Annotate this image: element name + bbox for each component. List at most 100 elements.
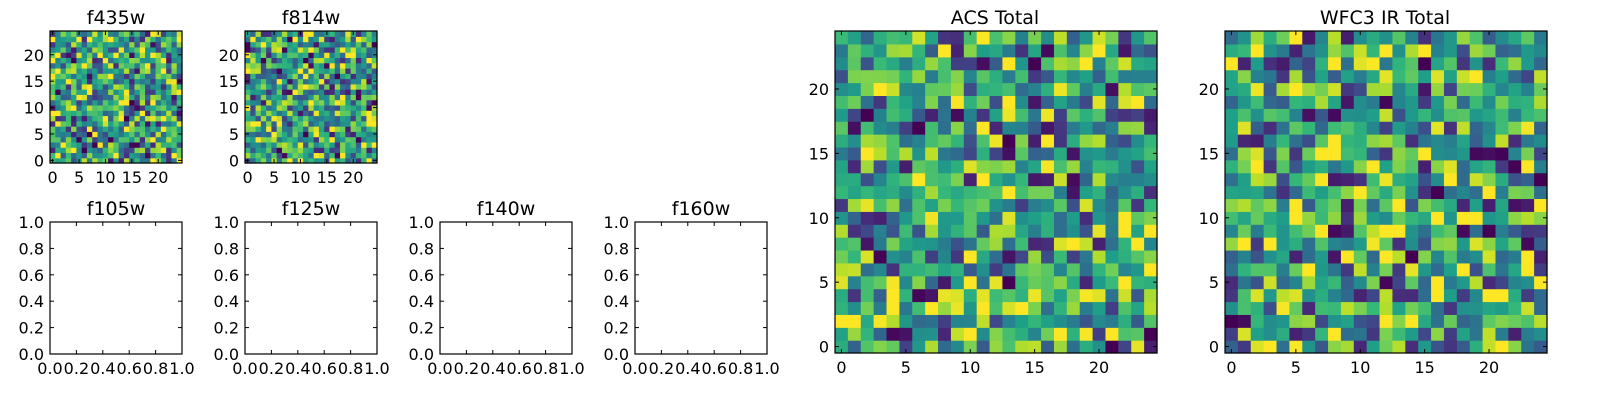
heatmap-cell: [292, 141, 299, 148]
heatmap-cell: [912, 43, 926, 58]
heatmap-cell: [1276, 31, 1290, 45]
heatmap-cell: [86, 31, 93, 37]
heatmap-cell: [260, 110, 267, 117]
heatmap-cell: [835, 172, 849, 187]
heatmap-cell: [139, 152, 146, 159]
heatmap-cell: [97, 152, 104, 159]
y-ticks: 0.00.20.40.60.81.0: [604, 213, 767, 364]
heatmap-cell: [1092, 108, 1107, 122]
heatmap-cell: [129, 57, 136, 64]
heatmap-cell: [1276, 340, 1290, 354]
heatmap-cell: [1469, 185, 1484, 200]
heatmap-cell: [81, 41, 88, 48]
heatmap-cell: [55, 141, 62, 148]
heatmap-cell: [92, 126, 99, 132]
heatmap-cell: [297, 110, 304, 117]
heatmap-cell: [292, 99, 299, 106]
heatmap-cell: [171, 136, 178, 143]
heatmap-cell: [171, 110, 178, 117]
heatmap-cell: [1250, 43, 1265, 58]
heatmap-cell: [329, 136, 336, 143]
heatmap-cell: [1508, 340, 1522, 354]
heatmap-cell: [1482, 69, 1497, 84]
heatmap-cell: [1276, 134, 1290, 148]
heatmap-cell: [60, 41, 67, 48]
heatmap-cell: [873, 301, 888, 315]
heatmap-cell: [97, 115, 104, 122]
heatmap-cell: [1443, 185, 1458, 200]
heatmap-cell: [55, 136, 62, 143]
heatmap-cell: [250, 41, 257, 48]
heatmap-cell: [1302, 198, 1316, 212]
heatmap-cell: [1144, 249, 1158, 264]
heatmap-cell: [1353, 134, 1368, 148]
heatmap-cell: [1328, 43, 1342, 58]
heatmap-cell: [1263, 121, 1278, 135]
heatmap-cell: [1092, 56, 1107, 71]
heatmap-cell: [873, 314, 888, 328]
heatmap-cell: [925, 224, 939, 238]
heatmap-cell: [925, 82, 939, 96]
heatmap-cell: [989, 262, 1004, 277]
heatmap-cell: [86, 110, 93, 117]
heatmap-cell: [1015, 288, 1029, 303]
heatmap-cell: [50, 136, 56, 143]
heatmap-cell: [873, 56, 888, 71]
heatmap-cell: [166, 89, 173, 95]
heatmap-cell: [1028, 314, 1042, 328]
heatmap-cell: [355, 136, 362, 143]
heatmap-cell: [938, 211, 952, 225]
heatmap-cell: [1237, 198, 1252, 212]
heatmap-cell: [118, 99, 125, 106]
heatmap-cell: [334, 141, 341, 148]
heatmap-cell: [92, 57, 99, 64]
heatmap-cell: [129, 46, 136, 53]
heatmap-cell: [245, 41, 251, 48]
heatmap-cell: [1015, 185, 1029, 200]
heatmap-cell: [55, 78, 62, 85]
y-tick-label: 1.0: [19, 213, 44, 232]
heatmap-cell: [166, 57, 173, 64]
heatmap-cell: [963, 262, 978, 277]
heatmap-cell: [1431, 262, 1445, 277]
heatmap-cell: [313, 67, 320, 74]
heatmap-cell: [1379, 224, 1394, 238]
heatmap-cell: [250, 136, 257, 143]
heatmap-cell: [847, 211, 862, 225]
heatmap-cell: [1225, 82, 1239, 96]
heatmap-cell: [1521, 69, 1535, 84]
heatmap-cell: [1456, 108, 1471, 122]
heatmap-cell: [350, 67, 357, 74]
heatmap-cell: [1118, 185, 1132, 200]
heatmap-cell: [361, 52, 368, 58]
heatmap-cell: [1276, 82, 1290, 96]
heatmap-cell: [92, 120, 99, 127]
x-tick-label: 20: [148, 168, 168, 187]
heatmap-cell: [938, 340, 952, 354]
heatmap-cell: [925, 301, 939, 315]
heatmap-cell: [1092, 301, 1107, 315]
heatmap-cell: [334, 136, 341, 143]
x-tick-label: 15: [1414, 358, 1434, 377]
heatmap-cell: [255, 78, 262, 85]
heatmap-cell: [989, 172, 1004, 187]
heatmap-cell: [873, 172, 888, 187]
heatmap-cell: [860, 198, 875, 212]
heatmap-cell: [255, 131, 262, 138]
heatmap-cell: [118, 57, 125, 64]
y-tick-label: 0.0: [214, 345, 239, 364]
heatmap-cell: [1456, 95, 1471, 109]
heatmap-cell: [276, 83, 283, 90]
heatmap-cell: [350, 36, 357, 43]
heatmap-cell: [1225, 301, 1239, 315]
heatmap-cell: [150, 136, 157, 143]
y-tick-label: 10: [1199, 209, 1219, 228]
heatmap-cell: [281, 57, 288, 64]
heatmap-cell: [92, 131, 99, 138]
heatmap-cell: [123, 94, 130, 101]
heatmap-cell: [938, 121, 952, 135]
heatmap-cell: [925, 211, 939, 225]
heatmap-cell: [366, 157, 373, 164]
heatmap-cell: [847, 108, 862, 122]
heatmap-cell: [313, 94, 320, 101]
